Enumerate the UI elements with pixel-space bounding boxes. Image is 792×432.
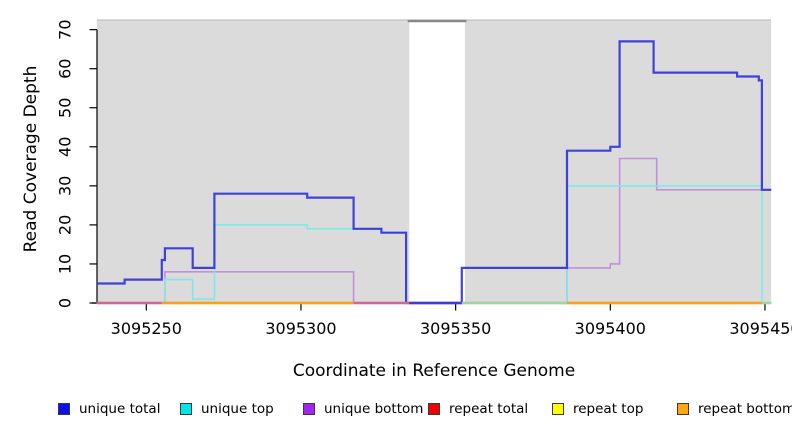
series-line-unique-bottom	[96, 157, 772, 304]
repeat-top-swatch-icon	[552, 403, 564, 415]
y-axis-title: Read Coverage Depth	[21, 65, 41, 253]
legend-label: unique bottom	[324, 401, 424, 417]
legend-item-repeat-bottom: repeat bottom	[677, 401, 792, 417]
y-tick-label: 60	[56, 59, 75, 79]
x-axis-title: Coordinate in Reference Genome	[292, 361, 576, 381]
y-tick-label: 0	[56, 298, 75, 308]
repeat-total-swatch-icon	[428, 403, 440, 415]
legend-item-unique-top: unique top	[180, 401, 274, 417]
covered-region-1	[464, 20, 772, 303]
series-line-unique-top	[96, 185, 772, 304]
legend-item-repeat-top: repeat top	[552, 401, 643, 417]
legend-label: repeat bottom	[698, 401, 792, 417]
y-tick-label: 10	[56, 254, 75, 274]
x-tick-label: 3095400	[575, 319, 646, 338]
unique-total-swatch-icon	[58, 403, 70, 415]
series-line-unique-total	[96, 40, 772, 305]
unique-top-swatch-icon	[180, 403, 192, 415]
legend-label: repeat total	[449, 401, 529, 417]
unique-bottom-swatch-icon	[303, 403, 315, 415]
x-tick-label: 3095350	[420, 319, 491, 338]
legend-item-repeat-total: repeat total	[428, 401, 528, 417]
y-tick-label: 30	[56, 176, 75, 196]
y-tick-label: 20	[56, 215, 75, 235]
y-tick-label: 40	[56, 137, 75, 157]
covered-region-0	[96, 20, 410, 303]
x-tick-label: 3095250	[111, 319, 182, 338]
y-tick-label: 70	[56, 19, 75, 39]
x-tick-label: 3095450	[729, 319, 792, 338]
legend-label: unique total	[79, 401, 161, 417]
legend-label: repeat top	[573, 401, 644, 417]
y-tick-label: 50	[56, 98, 75, 118]
legend-item-unique-total: unique total	[58, 401, 160, 417]
legend-item-unique-bottom: unique bottom	[303, 401, 423, 417]
legend-label: unique top	[201, 401, 274, 417]
x-tick-label: 3095300	[265, 319, 336, 338]
repeat-bottom-swatch-icon	[677, 403, 689, 415]
